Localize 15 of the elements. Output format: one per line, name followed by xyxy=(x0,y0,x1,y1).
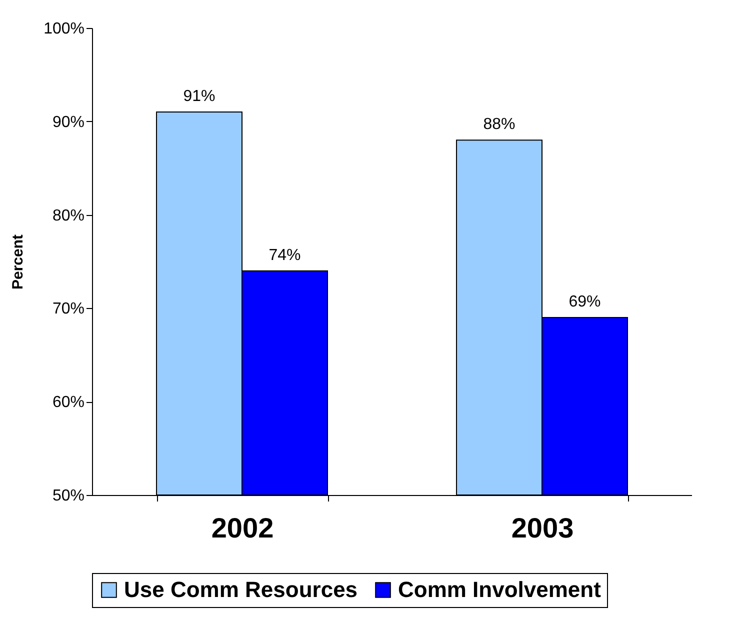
legend-label: Comm Involvement xyxy=(398,577,602,602)
y-tick-label: 60% xyxy=(52,394,84,412)
data-label: 91% xyxy=(183,88,216,106)
y-tick-label: 80% xyxy=(52,207,84,224)
x-tick-label: 2003 xyxy=(511,512,574,544)
data-label: 88% xyxy=(483,116,516,134)
legend-label: Use Comm Resources xyxy=(124,577,358,602)
y-axis-title: Percent xyxy=(10,234,27,290)
y-tick-label: 50% xyxy=(52,488,84,504)
y-tick-label: 90% xyxy=(52,114,84,131)
y-tick-label: 70% xyxy=(52,300,84,318)
data-label: 74% xyxy=(268,246,301,264)
x-tick-label: 2002 xyxy=(211,512,274,544)
y-tick-label: 100% xyxy=(44,20,84,38)
data-label: 69% xyxy=(568,294,601,311)
